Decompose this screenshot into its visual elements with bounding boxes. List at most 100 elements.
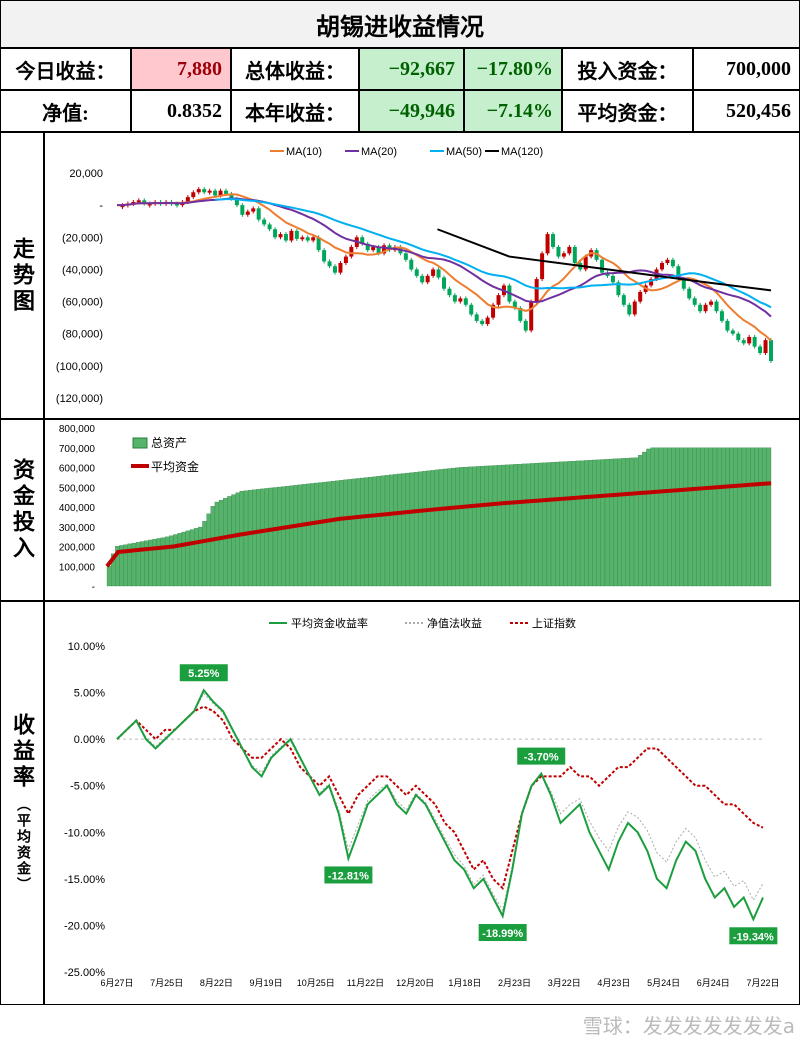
asset-bar (579, 460, 585, 587)
candle (409, 259, 414, 270)
asset-bar (218, 499, 224, 587)
asset-bar (413, 471, 419, 587)
asset-bar (301, 484, 307, 587)
candle (365, 243, 370, 251)
sh-index-line (116, 705, 764, 891)
candle (294, 230, 299, 239)
candle (491, 304, 496, 318)
x-tick-label: 7月25日 (150, 978, 183, 988)
candle (730, 330, 735, 334)
asset-bar (530, 463, 535, 587)
y-tick-label: -10.00% (64, 827, 105, 839)
asset-bar (326, 481, 332, 587)
candle (305, 237, 310, 241)
asset-bar (322, 481, 328, 587)
candle (632, 301, 637, 315)
asset-bar (467, 466, 473, 587)
asset-bar (480, 466, 485, 587)
y-tick-label: 20,000 (69, 168, 103, 180)
asset-bar (339, 480, 344, 587)
asset-bar (692, 447, 697, 587)
y-tick-label: - (99, 200, 103, 212)
candle (741, 340, 746, 344)
candle (594, 250, 599, 260)
candle (283, 234, 288, 241)
asset-bar (513, 464, 519, 587)
asset-bar (393, 474, 398, 587)
y-tick-label: -25.00% (64, 967, 105, 979)
asset-bar (389, 474, 394, 587)
candle (425, 275, 430, 283)
asset-bar (476, 466, 481, 587)
y-tick-label: -15.00% (64, 874, 105, 886)
asset-bar (596, 459, 602, 587)
candle (191, 192, 196, 198)
candle (300, 237, 305, 240)
asset-bar (293, 485, 299, 587)
candle (551, 234, 555, 247)
asset-bar (621, 458, 626, 587)
y-tick-label: (80,000) (62, 329, 103, 341)
asset-bar (256, 489, 261, 587)
asset-bar (223, 498, 228, 587)
candle (567, 246, 572, 254)
asset-bar (675, 447, 680, 587)
asset-bar (422, 471, 427, 587)
asset-bar (235, 492, 240, 587)
candle (382, 245, 387, 254)
candle (147, 203, 152, 206)
x-tick-label: 10月25日 (297, 978, 335, 988)
candle (262, 219, 267, 225)
asset-bar (546, 462, 552, 587)
y-tick-label: 400,000 (59, 503, 96, 514)
candle (523, 320, 528, 331)
candle (327, 261, 332, 267)
y-tick-label: 100,000 (59, 562, 96, 573)
asset-bar (106, 566, 112, 587)
asset-bar (181, 531, 186, 587)
candle (463, 298, 468, 305)
x-tick-label: 6月24日 (697, 978, 730, 988)
candle (251, 208, 256, 212)
candle (360, 237, 365, 244)
asset-bar (696, 447, 701, 587)
candle (474, 314, 479, 321)
asset-bar (613, 458, 618, 587)
candle (289, 230, 294, 241)
y-tick-label: 5.00% (74, 688, 105, 700)
candle (638, 291, 643, 302)
data-label-box (179, 664, 228, 682)
legend-label: 净值法收益 (427, 616, 482, 630)
legend-label-avg: 平均资金 (151, 459, 199, 474)
x-tick-label: 1月18日 (448, 978, 481, 988)
asset-bar (517, 463, 523, 587)
legend-label: 上证指数 (532, 616, 576, 630)
asset-bar (555, 461, 560, 587)
candle (273, 229, 278, 238)
y-tick-label: - (92, 582, 95, 593)
capital-chart: 800,000 700,000 600,000 500,000 400,000 300,0… (59, 424, 772, 593)
candle (278, 234, 283, 238)
candle (452, 295, 457, 302)
data-label: -3.70% (524, 752, 559, 764)
ytd-label: 本年收益： (231, 90, 359, 132)
candle (240, 205, 245, 215)
candle (529, 301, 534, 331)
asset-bar (716, 447, 722, 587)
candle (600, 259, 605, 273)
asset-bar (434, 469, 440, 587)
asset-bar (584, 460, 589, 587)
candle (414, 269, 419, 276)
asset-bar (359, 477, 365, 587)
invest-value: 700,000 (693, 48, 800, 90)
asset-bar (501, 464, 506, 587)
data-label: -12.81% (328, 870, 369, 882)
y-tick-label: 800,000 (59, 424, 96, 435)
candle (207, 190, 212, 193)
asset-bar (534, 463, 539, 587)
candle (338, 263, 343, 273)
asset-bar (231, 494, 236, 587)
invest-label: 投入资金： (562, 48, 693, 90)
asset-bar (758, 447, 763, 587)
candle (561, 253, 566, 257)
